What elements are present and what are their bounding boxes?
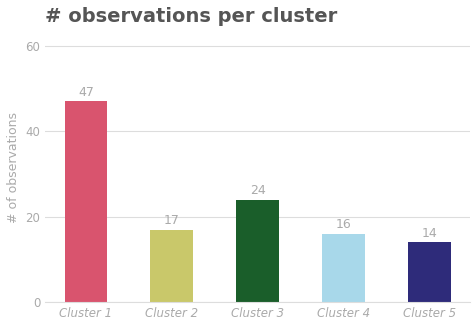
Bar (64, 101, 107, 302)
Bar (407, 242, 450, 302)
Bar (236, 200, 278, 302)
Bar (321, 234, 364, 302)
Text: 17: 17 (164, 214, 179, 227)
Y-axis label: # of observations: # of observations (7, 112, 20, 223)
Bar (150, 230, 193, 302)
Text: # observations per cluster: # observations per cluster (45, 7, 337, 26)
Text: 14: 14 (420, 227, 436, 240)
Text: 47: 47 (78, 86, 94, 99)
Text: 16: 16 (335, 218, 351, 231)
Text: 24: 24 (249, 184, 265, 197)
